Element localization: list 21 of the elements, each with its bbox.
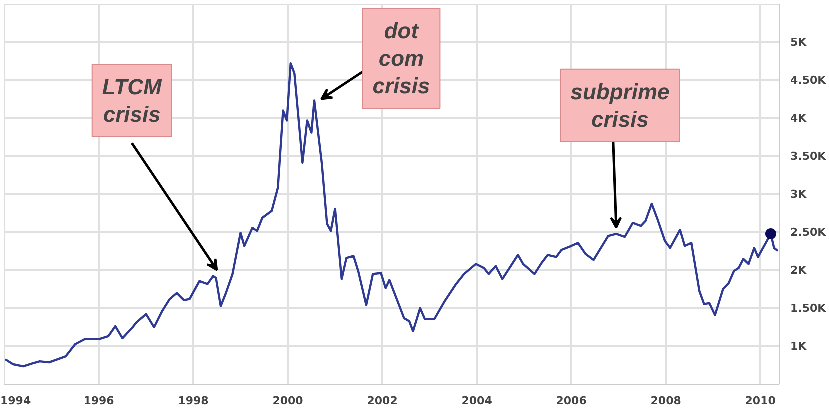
x-tick-label: 2010 xyxy=(745,394,776,408)
y-tick-label: 4K xyxy=(790,112,808,125)
annotation: LTCM crisis xyxy=(102,74,162,127)
x-tick-label: 2004 xyxy=(462,394,493,408)
annotation: dot com crisis xyxy=(372,18,430,98)
annotation: subprime crisis xyxy=(570,79,670,132)
y-tick-label: 5K xyxy=(790,36,808,49)
x-tick-label: 2000 xyxy=(272,394,304,408)
y-tick-label: 1.50K xyxy=(790,302,827,315)
y-tick-label: 3K xyxy=(790,188,808,201)
y-tick-label: 2.50K xyxy=(790,226,827,239)
x-tick-label: 1994 xyxy=(0,394,32,408)
y-tick-label: 1K xyxy=(790,340,808,353)
x-tick-label: 2002 xyxy=(367,394,398,408)
y-tick-label: 2K xyxy=(790,264,808,277)
y-tick-label: 3.50K xyxy=(790,150,827,163)
x-tick-label: 1996 xyxy=(84,394,115,408)
x-tick-label: 2008 xyxy=(650,394,682,408)
x-tick-label: 2006 xyxy=(556,394,588,408)
y-tick-label: 4.50K xyxy=(790,74,827,87)
x-tick-label: 1998 xyxy=(178,394,209,408)
